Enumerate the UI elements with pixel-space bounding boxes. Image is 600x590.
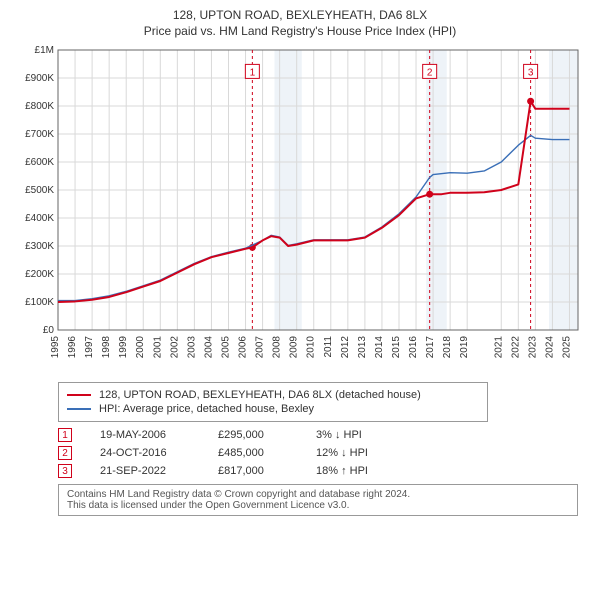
svg-text:2004: 2004 xyxy=(203,336,214,359)
svg-text:£900K: £900K xyxy=(25,73,54,84)
table-row: 3 21-SEP-2022 £817,000 18% ↑ HPI xyxy=(58,464,590,478)
svg-text:2013: 2013 xyxy=(357,336,368,359)
legend-item-property: 128, UPTON ROAD, BEXLEYHEATH, DA6 8LX (d… xyxy=(67,389,479,401)
legend-item-hpi: HPI: Average price, detached house, Bexl… xyxy=(67,403,479,415)
footer-attribution: Contains HM Land Registry data © Crown c… xyxy=(58,484,578,516)
svg-text:1998: 1998 xyxy=(101,336,112,359)
svg-text:2001: 2001 xyxy=(152,336,163,359)
svg-text:2015: 2015 xyxy=(391,336,402,359)
svg-text:1997: 1997 xyxy=(84,336,95,359)
sale-price-3: £817,000 xyxy=(218,465,288,477)
svg-text:£0: £0 xyxy=(43,325,55,336)
page: 128, UPTON ROAD, BEXLEYHEATH, DA6 8LX Pr… xyxy=(0,0,600,590)
svg-text:2005: 2005 xyxy=(220,336,231,359)
svg-text:£500K: £500K xyxy=(25,185,54,196)
table-row: 2 24-OCT-2016 £485,000 12% ↓ HPI xyxy=(58,446,590,460)
sales-table: 1 19-MAY-2006 £295,000 3% ↓ HPI 2 24-OCT… xyxy=(58,428,590,478)
legend-label-property: 128, UPTON ROAD, BEXLEYHEATH, DA6 8LX (d… xyxy=(99,389,421,401)
sale-marker-3: 3 xyxy=(58,464,72,478)
page-title: 128, UPTON ROAD, BEXLEYHEATH, DA6 8LX xyxy=(10,8,590,22)
svg-text:£300K: £300K xyxy=(25,241,54,252)
svg-text:2003: 2003 xyxy=(186,336,197,359)
svg-text:1999: 1999 xyxy=(118,336,129,359)
svg-text:2008: 2008 xyxy=(272,336,283,359)
chart-container: £0 £100K £200K £300K £400K £500K £600K £700K £80… xyxy=(10,44,590,374)
svg-text:£700K: £700K xyxy=(25,129,54,140)
sale-date-2: 24-OCT-2016 xyxy=(100,447,190,459)
svg-text:3: 3 xyxy=(528,67,534,78)
svg-text:2009: 2009 xyxy=(289,336,300,359)
svg-text:£400K: £400K xyxy=(25,213,54,224)
svg-text:1995: 1995 xyxy=(50,336,61,359)
svg-text:2010: 2010 xyxy=(306,336,317,359)
svg-text:£1M: £1M xyxy=(35,45,54,56)
svg-text:£800K: £800K xyxy=(25,101,54,112)
sale-hpi-1: 3% ↓ HPI xyxy=(316,429,406,441)
footer-line-1: Contains HM Land Registry data © Crown c… xyxy=(67,489,569,500)
svg-text:£100K: £100K xyxy=(25,297,54,308)
svg-text:2007: 2007 xyxy=(255,336,266,359)
legend-swatch-hpi xyxy=(67,408,91,410)
svg-text:2: 2 xyxy=(427,67,433,78)
table-row: 1 19-MAY-2006 £295,000 3% ↓ HPI xyxy=(58,428,590,442)
sale-marker-2: 2 xyxy=(58,446,72,460)
sale-price-2: £485,000 xyxy=(218,447,288,459)
svg-text:2019: 2019 xyxy=(459,336,470,359)
svg-text:2016: 2016 xyxy=(408,336,419,359)
footer-line-2: This data is licensed under the Open Gov… xyxy=(67,500,569,511)
svg-text:2002: 2002 xyxy=(169,336,180,359)
sale-date-1: 19-MAY-2006 xyxy=(100,429,190,441)
legend: 128, UPTON ROAD, BEXLEYHEATH, DA6 8LX (d… xyxy=(58,382,488,422)
svg-text:2024: 2024 xyxy=(544,336,555,359)
svg-text:£200K: £200K xyxy=(25,269,54,280)
sale-date-3: 21-SEP-2022 xyxy=(100,465,190,477)
svg-text:2000: 2000 xyxy=(135,336,146,359)
svg-text:2023: 2023 xyxy=(527,336,538,359)
svg-text:2025: 2025 xyxy=(561,336,572,359)
svg-text:2011: 2011 xyxy=(323,336,334,358)
page-subtitle: Price paid vs. HM Land Registry's House … xyxy=(10,24,590,38)
svg-text:2014: 2014 xyxy=(374,336,385,359)
svg-text:2022: 2022 xyxy=(510,336,521,359)
svg-text:2006: 2006 xyxy=(238,336,249,359)
svg-text:£600K: £600K xyxy=(25,157,54,168)
legend-swatch-property xyxy=(67,394,91,396)
svg-text:2021: 2021 xyxy=(493,336,504,359)
sale-marker-1: 1 xyxy=(58,428,72,442)
sale-hpi-3: 18% ↑ HPI xyxy=(316,465,406,477)
sale-hpi-2: 12% ↓ HPI xyxy=(316,447,406,459)
svg-text:1: 1 xyxy=(250,67,256,78)
svg-text:2017: 2017 xyxy=(425,336,436,359)
sale-price-1: £295,000 xyxy=(218,429,288,441)
svg-text:2012: 2012 xyxy=(340,336,351,359)
legend-label-hpi: HPI: Average price, detached house, Bexl… xyxy=(99,403,314,415)
svg-text:1996: 1996 xyxy=(67,336,78,359)
svg-text:2018: 2018 xyxy=(442,336,453,359)
price-hpi-chart: £0 £100K £200K £300K £400K £500K £600K £700K £80… xyxy=(10,44,590,374)
